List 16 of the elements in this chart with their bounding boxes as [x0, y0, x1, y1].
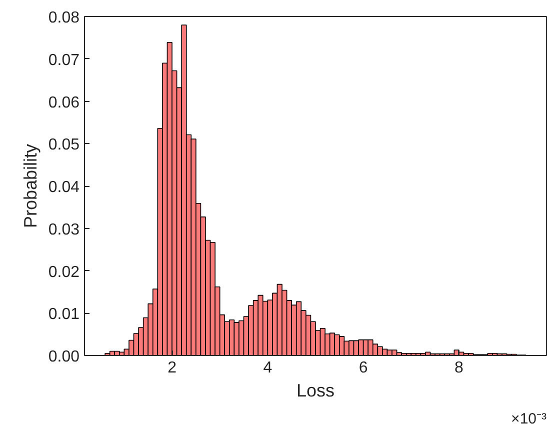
y-tick-label: 0.07	[48, 52, 80, 69]
y-tick-label: 0.08	[48, 10, 80, 26]
x-axis-title: Loss	[296, 380, 335, 400]
y-tick-label: 0.05	[48, 136, 80, 154]
x-tick-label: 8	[454, 360, 464, 376]
y-tick-label: 0.03	[48, 221, 80, 238]
y-tick-label: 0.00	[48, 348, 80, 366]
y-tick-label: 0.01	[48, 306, 80, 324]
x-tick-label: 4	[263, 360, 272, 376]
y-tick-label: 0.02	[48, 264, 80, 281]
y-tick-label: 0.04	[48, 179, 80, 196]
x-tick-label: 6	[358, 360, 368, 376]
y-tick-label: 0.06	[48, 94, 80, 112]
x-tick-label: 2	[168, 360, 177, 376]
text: ×10⁻³	[511, 410, 547, 428]
y-axis-title: Probability	[20, 144, 40, 228]
